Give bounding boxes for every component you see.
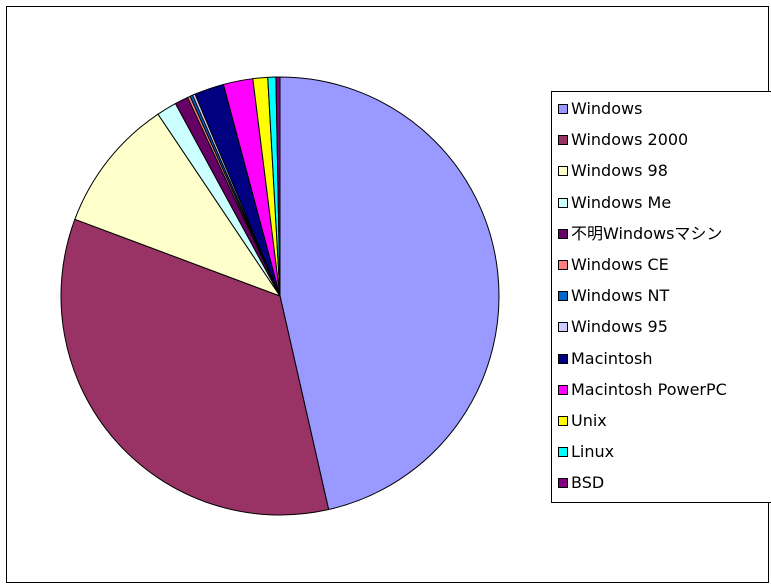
legend-item: Macintosh PowerPC	[558, 379, 727, 401]
legend-item: BSD	[558, 472, 604, 494]
legend-item: Windows NT	[558, 285, 669, 307]
legend-label: Windows NT	[571, 286, 670, 306]
legend-swatch	[558, 384, 568, 395]
legend-label: Windows	[571, 99, 643, 118]
legend-item: Windows 95	[558, 316, 668, 338]
legend-label: Linux	[571, 442, 615, 462]
legend-swatch	[558, 197, 568, 208]
legend-swatch	[558, 416, 568, 426]
legend-item: Windows	[558, 98, 642, 120]
legend-item: Windows 98	[558, 160, 668, 182]
legend-swatch	[558, 166, 568, 177]
legend-label: BSD	[571, 473, 605, 493]
legend-label: Windows Me	[571, 192, 672, 212]
pie-slice	[279, 76, 500, 511]
legend-label: Windows 95	[571, 317, 668, 337]
legend-item: Unix	[558, 410, 607, 432]
pie-slice	[275, 76, 281, 297]
pie-slice	[74, 113, 281, 297]
legend-swatch	[558, 322, 568, 333]
legend-swatch	[558, 104, 568, 114]
legend-swatch	[558, 260, 568, 270]
legend-item: Windows Me	[558, 192, 671, 214]
legend-label: Windows 2000	[571, 130, 689, 150]
legend-item: Windows 2000	[558, 129, 688, 151]
legend-item: 不明Windowsマシン	[558, 223, 722, 245]
legend-label: Windows 98	[571, 161, 668, 181]
legend-label: 不明Windowsマシン	[571, 223, 723, 243]
legend-label: Windows CE	[571, 255, 669, 274]
legend-swatch	[558, 228, 568, 239]
pie-slice	[60, 218, 330, 516]
legend-swatch	[558, 447, 568, 458]
legend-swatch	[558, 291, 568, 302]
legend-item: Windows CE	[558, 254, 669, 276]
legend-swatch	[558, 478, 568, 489]
legend-item: Linux	[558, 441, 614, 463]
legend: Windows Windows 2000 Windows 98 Windows Me 不…	[551, 91, 771, 503]
legend-label: Unix	[571, 411, 607, 430]
legend-item: Macintosh	[558, 348, 653, 370]
legend-swatch	[558, 353, 568, 364]
legend-label: Macintosh PowerPC	[571, 379, 727, 399]
legend-swatch	[558, 135, 568, 146]
legend-label: Macintosh	[571, 348, 653, 368]
